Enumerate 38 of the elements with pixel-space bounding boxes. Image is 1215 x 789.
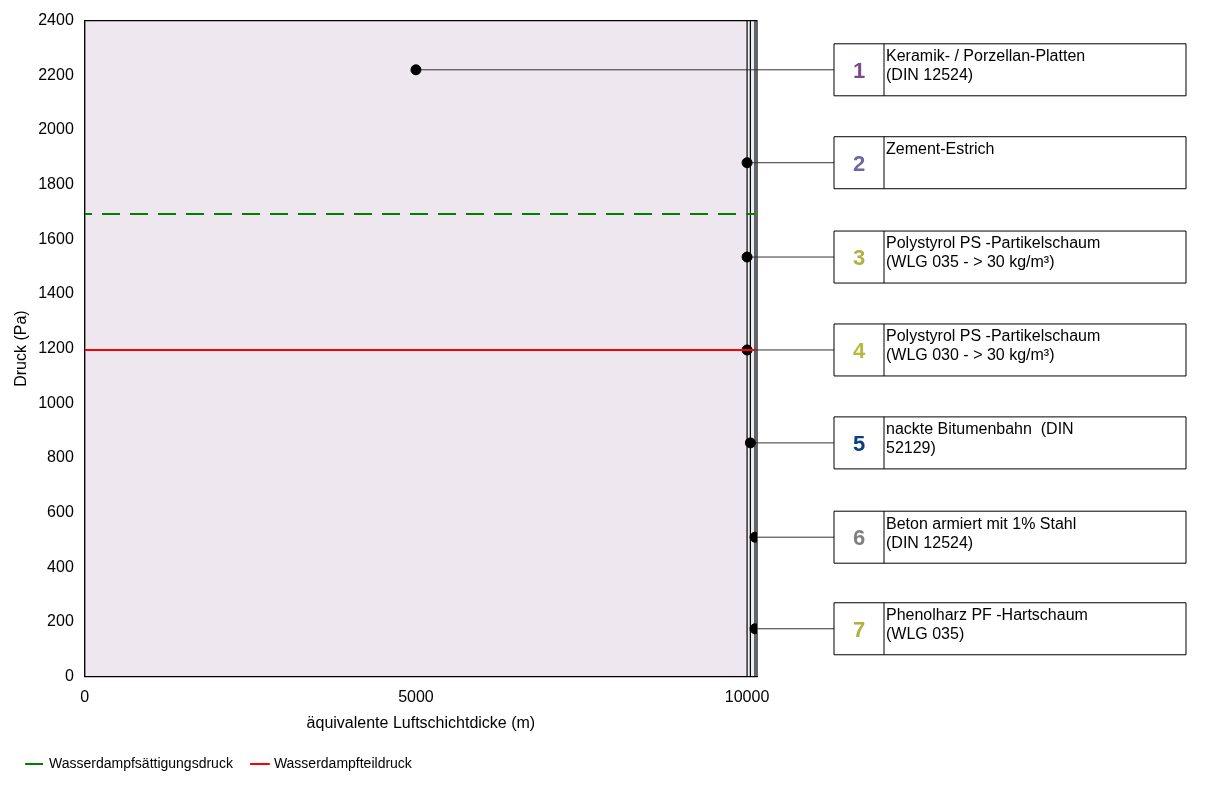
x-tick-label: 10000	[724, 687, 770, 705]
y-tick-label: 1400	[38, 284, 74, 302]
annotation: 6	[852, 525, 866, 551]
text: Keramik- / Porzellan-Platten (DIN 12524)	[886, 47, 1086, 84]
annotation: 3	[852, 245, 866, 271]
y-tick-label: 2000	[38, 120, 74, 138]
legend-label: Wasserdampfsättigungsdruck	[49, 754, 234, 771]
y-tick-label: 800	[47, 448, 74, 466]
y-tick-label: 1600	[38, 229, 74, 247]
text: Phenolharz PF -Hartschaum (WLG 035)	[886, 606, 1088, 643]
y-tick-label: 2200	[38, 65, 74, 83]
y-tick-label: 200	[47, 612, 74, 630]
annotation: 5	[852, 430, 866, 456]
annotation: 2	[852, 150, 866, 176]
annotation: 7	[852, 616, 866, 642]
text: Polystyrol PS -Partikelschaum (WLG 030 - > 30 kg/m³)	[886, 327, 1101, 364]
y-axis-title: Druck (Pa)	[12, 310, 30, 387]
text: Zement-Estrich	[886, 140, 995, 158]
annotation: 4	[852, 338, 866, 364]
y-tick-label: 0	[64, 667, 74, 685]
point	[744, 437, 756, 449]
point	[741, 251, 753, 263]
legend-label: Wasserdampfteildruck	[273, 754, 413, 771]
text: Beton armiert mit 1% Stahl (DIN 12524)	[886, 514, 1077, 551]
y-tick-label: 600	[47, 503, 74, 521]
y-tick-label: 1000	[38, 393, 74, 411]
x-tick-label: 0	[80, 687, 90, 705]
point	[410, 64, 422, 76]
x-axis-title: äquivalente Luftschichtdicke (m)	[306, 713, 536, 731]
text: Polystyrol PS -Partikelschaum (WLG 035 - > 30 kg/m³)	[886, 234, 1101, 271]
x-tick-label: 5000	[398, 687, 434, 705]
text: nackte Bitumenbahn (DIN 52129)	[886, 420, 1074, 457]
y-tick-label: 400	[47, 557, 74, 575]
y-tick-label: 1200	[38, 339, 74, 357]
point	[741, 157, 753, 169]
y-tick-label: 2400	[38, 11, 74, 29]
y-tick-label: 1800	[38, 175, 74, 193]
annotation: 1	[852, 57, 866, 83]
